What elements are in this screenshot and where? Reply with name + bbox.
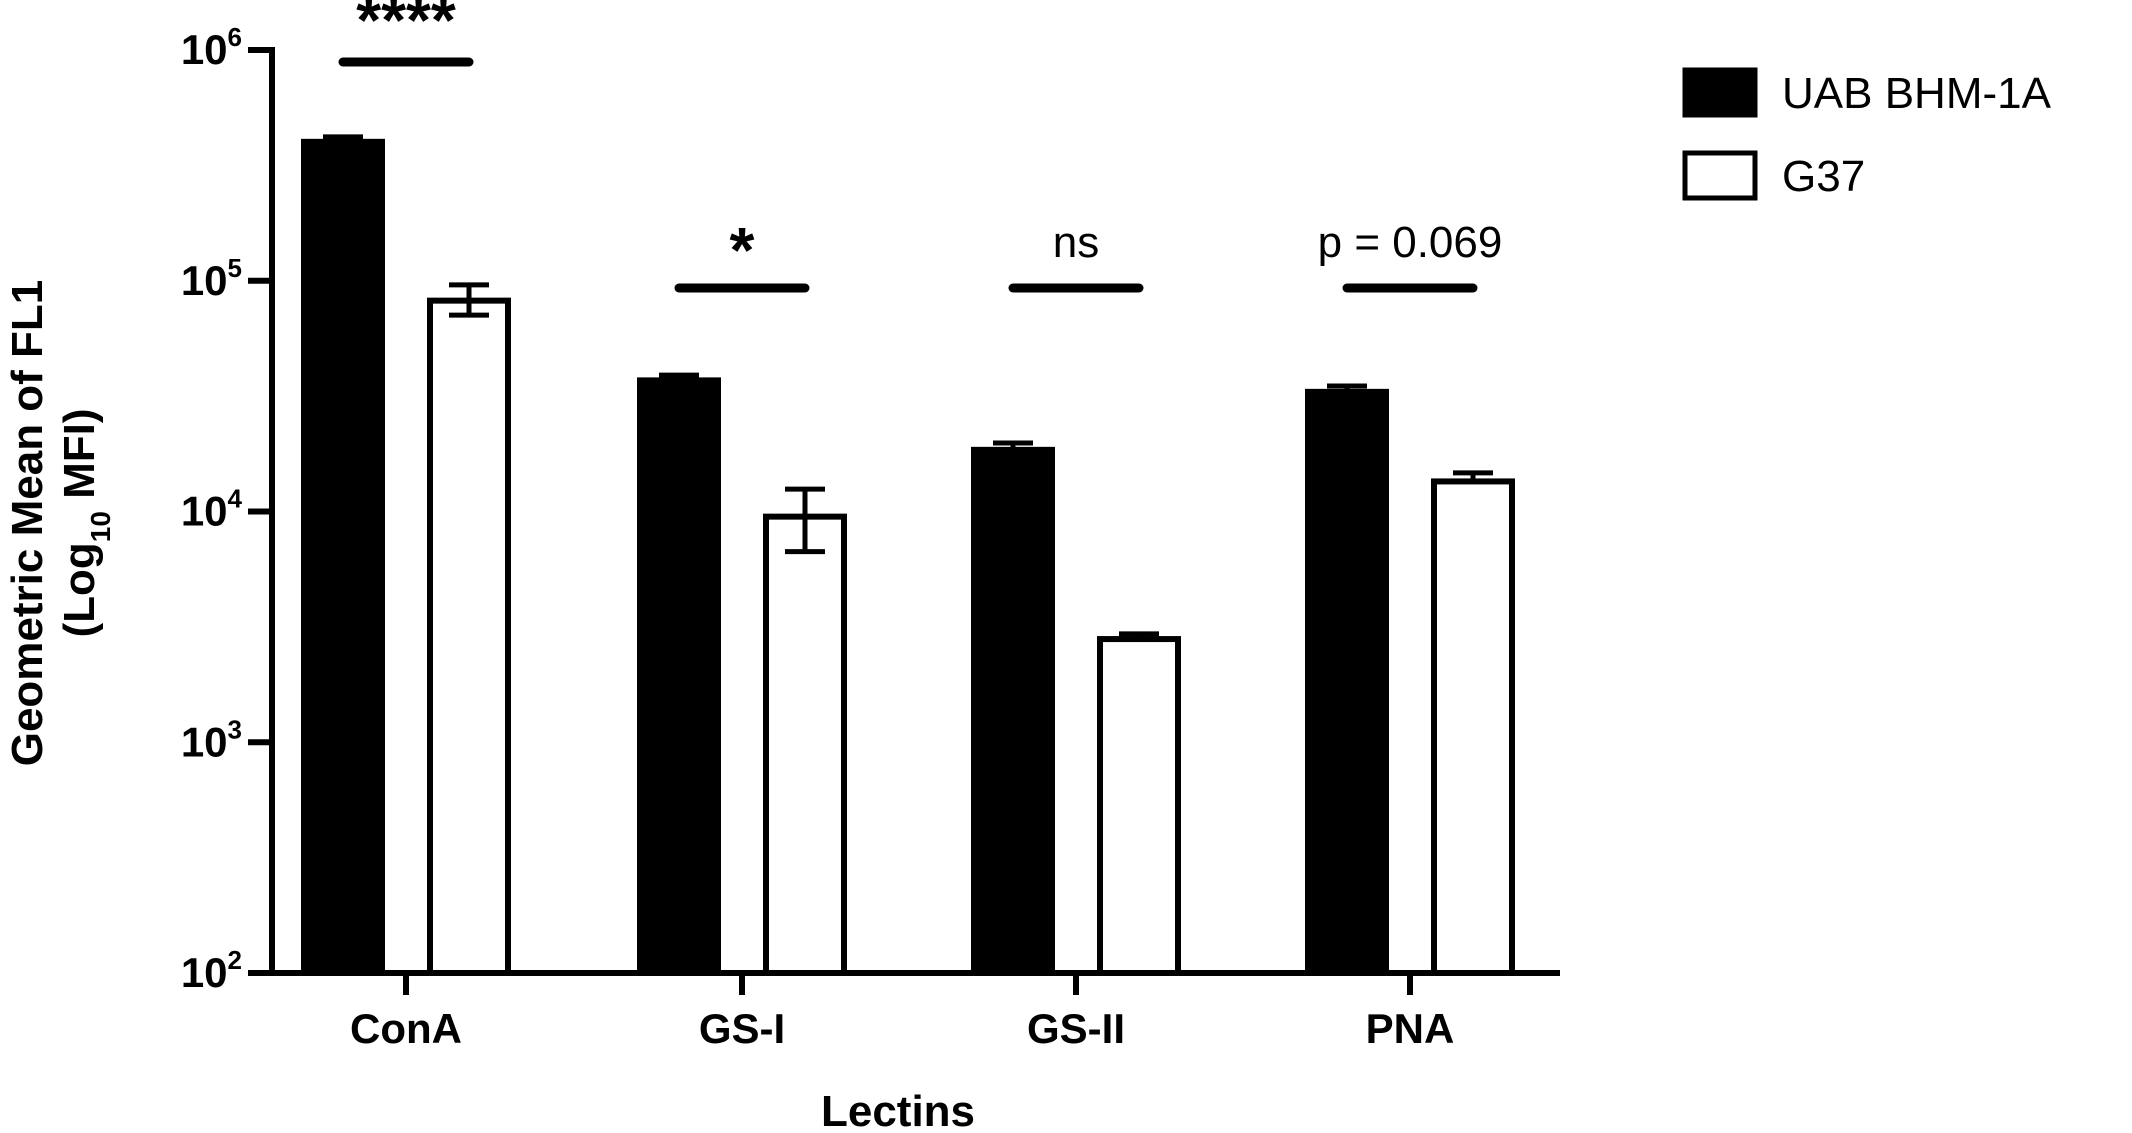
x-axis-title: Lectins: [821, 1087, 975, 1133]
significance-label-gs-i: *: [730, 214, 755, 286]
error-bars-layer: [323, 134, 1493, 640]
legend-swatch-uab-bhm-1a: [1682, 67, 1758, 118]
y-tick-label-100: 102: [181, 945, 242, 996]
bar-g37-pna: [1431, 478, 1515, 976]
x-categories-layer: ConA GS-I GS-II PNA: [350, 973, 1454, 1052]
significance-layer: ***** ns p = 0.069: [338, 0, 1503, 293]
y-tick-label-100000: 105: [181, 253, 242, 304]
legend: UAB BHM-1A G37: [1682, 67, 2052, 201]
y-axis-title-line1: Geometric Mean of FL1: [3, 280, 52, 767]
category-label-pna: PNA: [1366, 1005, 1455, 1052]
bar-g37-gs-i: [763, 513, 847, 976]
legend-swatch-g37: [1682, 150, 1758, 201]
y-axis-title: Geometric Mean of FL1 (Log10 MFI): [3, 280, 116, 767]
bar-uab-bhm-1a-cona: [301, 138, 385, 977]
significance-label-pna: p = 0.069: [1318, 218, 1503, 267]
category-label-cona: ConA: [350, 1005, 462, 1052]
y-tick-exp-10000: 4: [228, 484, 243, 514]
y-tick-label-1000000: 106: [181, 22, 242, 73]
bar-g37-cona: [427, 297, 511, 976]
significance-label-gs-ii: ns: [1053, 218, 1099, 267]
y-tick-label-1000: 103: [181, 714, 242, 765]
bar-uab-bhm-1a-gs-i: [637, 377, 721, 976]
category-label-gs-i: GS-I: [699, 1005, 785, 1052]
y-axis-title-post: MFI): [55, 408, 104, 511]
y-axis-title-pre: (Log: [55, 542, 104, 637]
bar-g37-gs-ii: [1097, 636, 1181, 976]
y-tick-label-10000: 104: [181, 484, 243, 535]
y-tick-base-1000: 10: [181, 718, 228, 765]
category-label-gs-ii: GS-II: [1027, 1005, 1125, 1052]
legend-label-g37: G37: [1782, 152, 1865, 201]
y-axis-title-line2: (Log10 MFI): [55, 408, 116, 637]
significance-label-cona: ****: [356, 0, 456, 56]
y-tick-exp-100: 2: [228, 945, 242, 975]
bar-uab-bhm-1a-gs-ii: [971, 446, 1055, 977]
y-tick-base-1000000: 10: [181, 26, 228, 73]
y-tick-exp-1000000: 6: [228, 22, 242, 52]
y-tick-exp-100000: 5: [228, 253, 242, 283]
y-tick-base-100000: 10: [181, 257, 228, 304]
y-axis-title-sub: 10: [85, 511, 116, 542]
y-tick-exp-1000: 3: [228, 714, 242, 744]
bar-uab-bhm-1a-pna: [1305, 388, 1389, 976]
y-tick-base-10000: 10: [181, 488, 228, 535]
y-tick-base-100: 10: [181, 949, 228, 996]
legend-label-uab-bhm-1a: UAB BHM-1A: [1782, 69, 2052, 118]
